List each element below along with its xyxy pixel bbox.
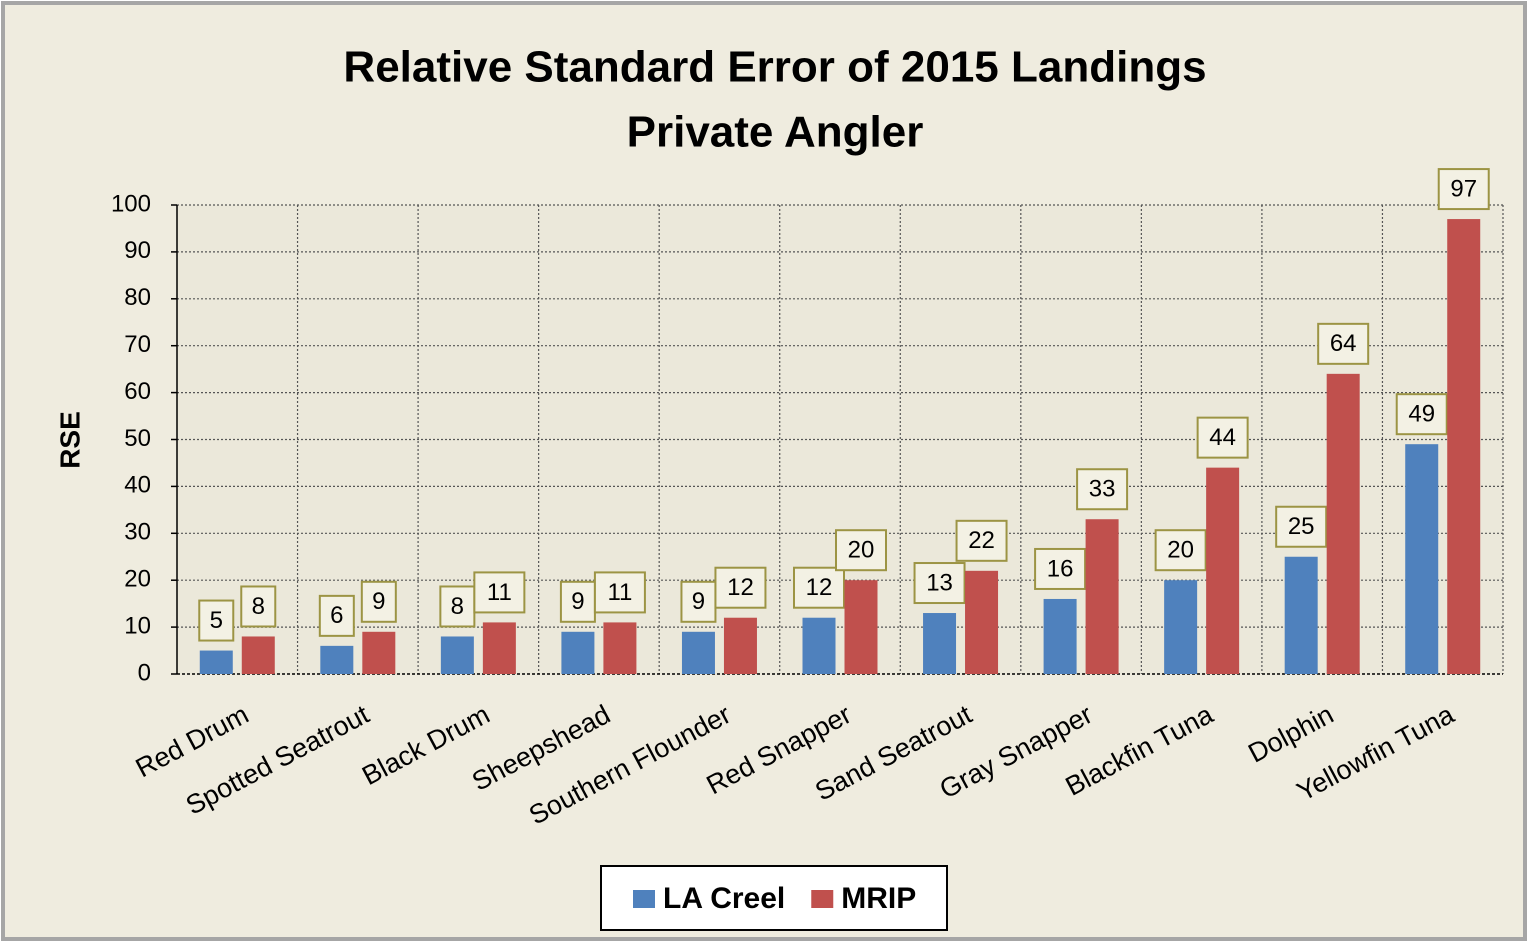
legend-swatch [811,890,834,908]
data-label-box [240,585,277,628]
data-label-box [1275,505,1328,548]
bar [1447,219,1481,674]
data-label-box [318,594,355,637]
y-tick-label: 80 [124,284,151,311]
data-label: 44 [1209,424,1236,451]
y-tick-label: 60 [124,378,151,405]
data-label-box [1437,168,1490,211]
data-label-box [1076,468,1129,511]
data-label-box [1154,529,1207,572]
bar [199,650,233,674]
data-label: 13 [926,569,953,596]
data-label-box [360,580,397,623]
bar [1164,580,1198,674]
data-label: 97 [1450,175,1477,202]
data-label-box [714,566,767,609]
data-label: 33 [1089,476,1116,503]
chart-title: Relative Standard Error of 2015 Landings [343,43,1206,92]
data-label-box [913,562,966,605]
y-tick-label: 90 [124,237,151,264]
y-tick-label: 100 [111,190,151,217]
data-label-box [793,566,845,609]
legend-label: MRIP [841,882,916,915]
bar [965,570,999,674]
data-label: 64 [1330,330,1357,357]
data-label-box [1196,416,1249,459]
bar [1043,598,1077,674]
bar [482,622,516,674]
data-label-box [559,580,596,623]
data-label-box [835,529,887,572]
bar [241,636,275,674]
bar [1284,556,1318,674]
data-label-box [473,571,526,614]
y-tick-label: 40 [124,472,151,499]
y-tick-label: 70 [124,331,151,358]
bar [1085,519,1119,674]
bar [681,631,715,674]
legend [600,865,948,931]
bar [603,622,637,674]
bar [1206,467,1240,674]
data-label: 22 [968,527,995,554]
chart-subtitle: Private Angler [627,108,924,157]
data-label-box [955,519,1008,562]
data-label: 5 [210,607,223,634]
data-label: 16 [1047,555,1074,582]
y-tick-label: 10 [124,612,151,639]
bar [362,631,396,674]
data-label: 11 [487,579,512,606]
y-tick-label: 20 [124,566,151,593]
data-label: 9 [692,588,705,615]
bar [320,645,354,674]
bar [1326,373,1360,674]
data-label-box [1395,393,1448,436]
bar [723,617,757,674]
data-label: 6 [330,602,343,629]
data-label: 8 [252,593,265,620]
y-tick-label: 50 [124,425,151,452]
data-label: 9 [571,588,584,615]
bar [440,636,474,674]
bar [923,613,957,674]
data-label: 12 [727,574,754,601]
data-label-box [198,599,235,642]
legend-swatch [633,890,655,908]
data-label: 25 [1288,513,1315,540]
bar [561,631,595,674]
data-label: 9 [372,588,385,615]
bar [802,617,836,674]
data-label-box [1317,322,1370,365]
y-tick-label: 0 [138,659,151,686]
data-label-box [593,571,646,614]
data-label: 8 [451,593,464,620]
data-label: 49 [1408,401,1435,428]
data-label: 20 [848,537,875,564]
data-label-box [1034,547,1087,590]
data-label-box [680,580,717,623]
bar [1405,444,1439,674]
data-label: 12 [806,574,833,601]
data-label: 20 [1167,537,1194,564]
legend-label: LA Creel [663,882,785,915]
y-tick-label: 30 [124,519,151,546]
bar [844,580,878,674]
y-axis-label: RSE [54,411,85,469]
data-label: 11 [607,579,632,606]
